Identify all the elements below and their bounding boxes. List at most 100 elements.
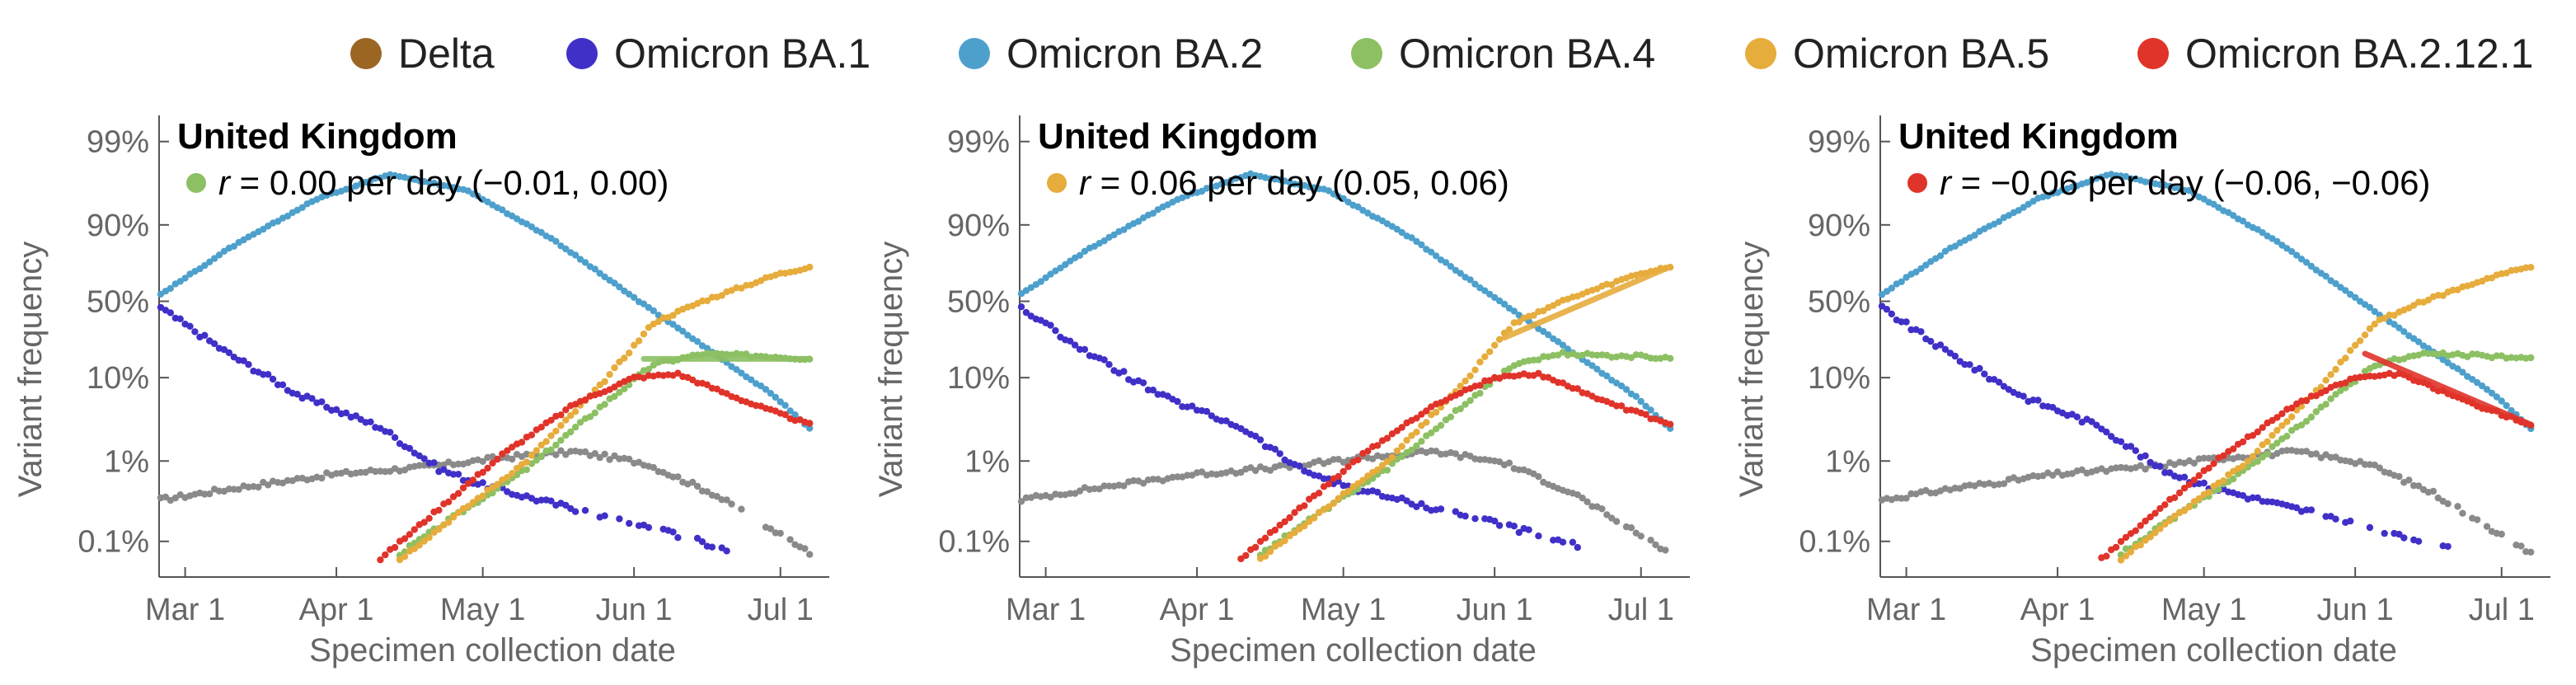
fit-line: [1501, 264, 1673, 341]
data-point: [2015, 207, 2022, 214]
data-point: [1022, 494, 1030, 501]
legend-label-ba2: Omicron BA.2: [1006, 30, 1264, 77]
data-point: [1500, 300, 1509, 308]
data-point: [2161, 520, 2169, 528]
data-point: [1535, 473, 1542, 481]
data-point: [1359, 476, 1367, 484]
data-point: [1256, 537, 1265, 545]
data-point: [557, 422, 565, 429]
data-point: [626, 381, 633, 388]
data-point: [415, 542, 423, 549]
data-point: [2108, 433, 2115, 440]
legend-dot-ba1: [566, 38, 598, 69]
data-point: [1917, 328, 1925, 335]
data-point: [655, 317, 662, 326]
data-point: [469, 476, 476, 484]
data-point: [596, 381, 603, 389]
data-point: [2410, 302, 2418, 309]
data-point: [2117, 463, 2125, 472]
data-point: [777, 270, 784, 277]
data-point: [308, 395, 316, 402]
x-tick-label: Jun 1: [596, 593, 673, 627]
data-point: [298, 204, 306, 211]
data-point: [679, 327, 687, 335]
data-point: [1174, 473, 1181, 481]
data-point: [1888, 284, 1895, 292]
data-point: [2429, 487, 2438, 495]
data-point: [703, 381, 711, 388]
data-point: [2220, 477, 2227, 485]
data-point: [2297, 421, 2306, 429]
x-axis-label: Specimen collection date: [1170, 632, 1537, 669]
data-point: [1588, 503, 1596, 510]
data-point: [723, 547, 730, 555]
data-point: [616, 283, 623, 291]
data-point: [596, 270, 603, 277]
data-point: [571, 508, 579, 515]
data-point: [1393, 447, 1401, 455]
data-point: [2307, 506, 2316, 514]
data-point: [2444, 500, 2452, 508]
y-tick-label: 90%: [87, 209, 149, 243]
data-point: [791, 411, 799, 419]
data-point: [1129, 476, 1138, 485]
y-tick-label: 10%: [947, 361, 1010, 396]
y-tick-label: 0.1%: [1799, 525, 1870, 560]
data-point: [581, 396, 589, 404]
data-point: [1608, 281, 1616, 289]
data-point: [382, 551, 389, 559]
data-point: [1149, 209, 1157, 217]
data-point: [2244, 457, 2252, 465]
fit-line: [2362, 350, 2534, 428]
data-point: [1452, 450, 1459, 457]
data-point: [2249, 494, 2257, 501]
data-point: [2142, 178, 2149, 185]
data-point: [186, 322, 194, 330]
data-point: [698, 297, 706, 305]
data-point: [1276, 450, 1283, 457]
data-point: [411, 545, 418, 552]
data-point: [2297, 256, 2306, 263]
data-point: [2332, 391, 2339, 398]
data-point: [626, 350, 633, 357]
data-point: [1325, 481, 1333, 488]
data-point: [1447, 263, 1455, 270]
data-point: [591, 265, 598, 273]
data-point: [1052, 326, 1059, 335]
data-point: [631, 293, 638, 301]
x-axis-label: Specimen collection date: [2030, 632, 2397, 669]
data-point: [2292, 448, 2301, 455]
data-point: [1588, 362, 1596, 369]
data-point: [2473, 516, 2481, 523]
data-point: [235, 486, 242, 493]
data-point: [728, 500, 735, 508]
data-point: [1437, 450, 1445, 458]
data-point: [2142, 537, 2149, 544]
data-point: [1535, 356, 1542, 364]
series-omicron-ba-1: [157, 303, 730, 555]
data-point: [1476, 359, 1484, 366]
data-point: [1100, 237, 1108, 245]
data-point: [528, 452, 536, 459]
data-point: [1545, 331, 1552, 339]
data-point: [748, 376, 755, 383]
data-point: [332, 406, 340, 414]
data-point: [1927, 337, 1935, 345]
series-delta: [157, 447, 814, 558]
data-point: [806, 263, 814, 271]
annotation-dot: [1907, 173, 1927, 193]
data-point: [318, 398, 326, 406]
data-point: [2352, 341, 2359, 350]
data-point: [1486, 290, 1494, 298]
data-point: [2156, 525, 2164, 533]
data-point: [1306, 518, 1313, 525]
data-point: [1462, 401, 1469, 408]
data-point: [2156, 504, 2164, 513]
data-point: [2264, 498, 2271, 505]
data-point: [1296, 462, 1303, 470]
data-point: [601, 401, 608, 408]
data-point: [377, 556, 384, 564]
data-point: [2225, 471, 2232, 479]
data-point: [1481, 377, 1489, 385]
data-point: [1981, 370, 1988, 378]
